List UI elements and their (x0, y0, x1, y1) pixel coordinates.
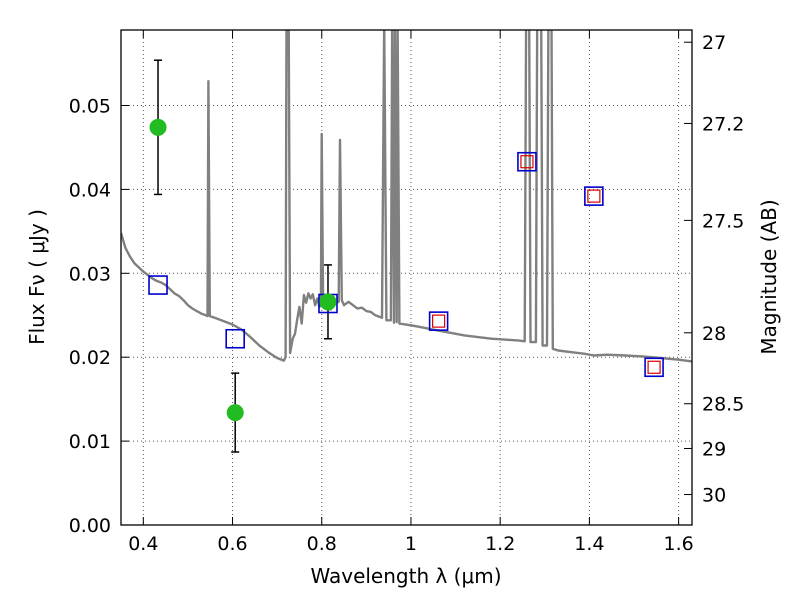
x-axis-label: Wavelength λ (μm) (310, 564, 501, 588)
model-band-square (225, 328, 245, 349)
y-tick-label: 0.02 (69, 347, 111, 369)
mag-tick-label: 28.5 (702, 394, 744, 416)
x-tick-label: 1.4 (574, 533, 604, 555)
mag-tick-label: 30 (702, 485, 726, 507)
synthetic-square (520, 155, 534, 169)
model-band-square (428, 311, 449, 331)
mag-tick-label: 29 (702, 438, 726, 460)
x-tick-label: 0.8 (307, 533, 337, 555)
observed-point (149, 118, 167, 136)
axis-ticks (121, 30, 692, 526)
model-band-square (517, 151, 537, 172)
mag-tick-label: 27.5 (702, 210, 744, 232)
x-tick-label: 0.4 (128, 533, 158, 555)
y-tick-label: 0.04 (69, 179, 111, 201)
plot-frame (120, 29, 693, 526)
synthetic-square (647, 360, 661, 374)
observed-point (226, 404, 244, 422)
x-tick-label: 1.6 (664, 533, 694, 555)
y-axis-label: Flux Fν ( μJy ) (25, 209, 49, 345)
x-tick-label: 1 (405, 533, 417, 555)
grid (121, 30, 692, 526)
synthetic-square (587, 189, 601, 203)
y-tick-label: 0.01 (69, 431, 111, 453)
observed-point (319, 293, 337, 311)
mag-tick-label: 27 (702, 32, 726, 54)
mag-tick-label: 28 (702, 323, 726, 345)
model-band-square (148, 275, 168, 295)
y2-axis-label: Magnitude (AB) (757, 199, 781, 354)
tick-labels: 0.4 0.6 0.8 1 1.2 1.4 1.6 0.00 0.01 0.02 0.03 0.04 0… (69, 32, 745, 555)
mag-tick-label: 27.2 (702, 113, 744, 135)
x-tick-label: 1.2 (485, 533, 515, 555)
y-tick-label: 0.00 (69, 515, 111, 537)
model-band-square (584, 186, 604, 206)
x-tick-label: 0.6 (217, 533, 247, 555)
model-band-square (644, 357, 664, 378)
synthetic-square (432, 314, 446, 328)
y-tick-label: 0.03 (69, 263, 111, 285)
y-tick-label: 0.05 (69, 96, 111, 118)
plot-area (121, 30, 692, 453)
